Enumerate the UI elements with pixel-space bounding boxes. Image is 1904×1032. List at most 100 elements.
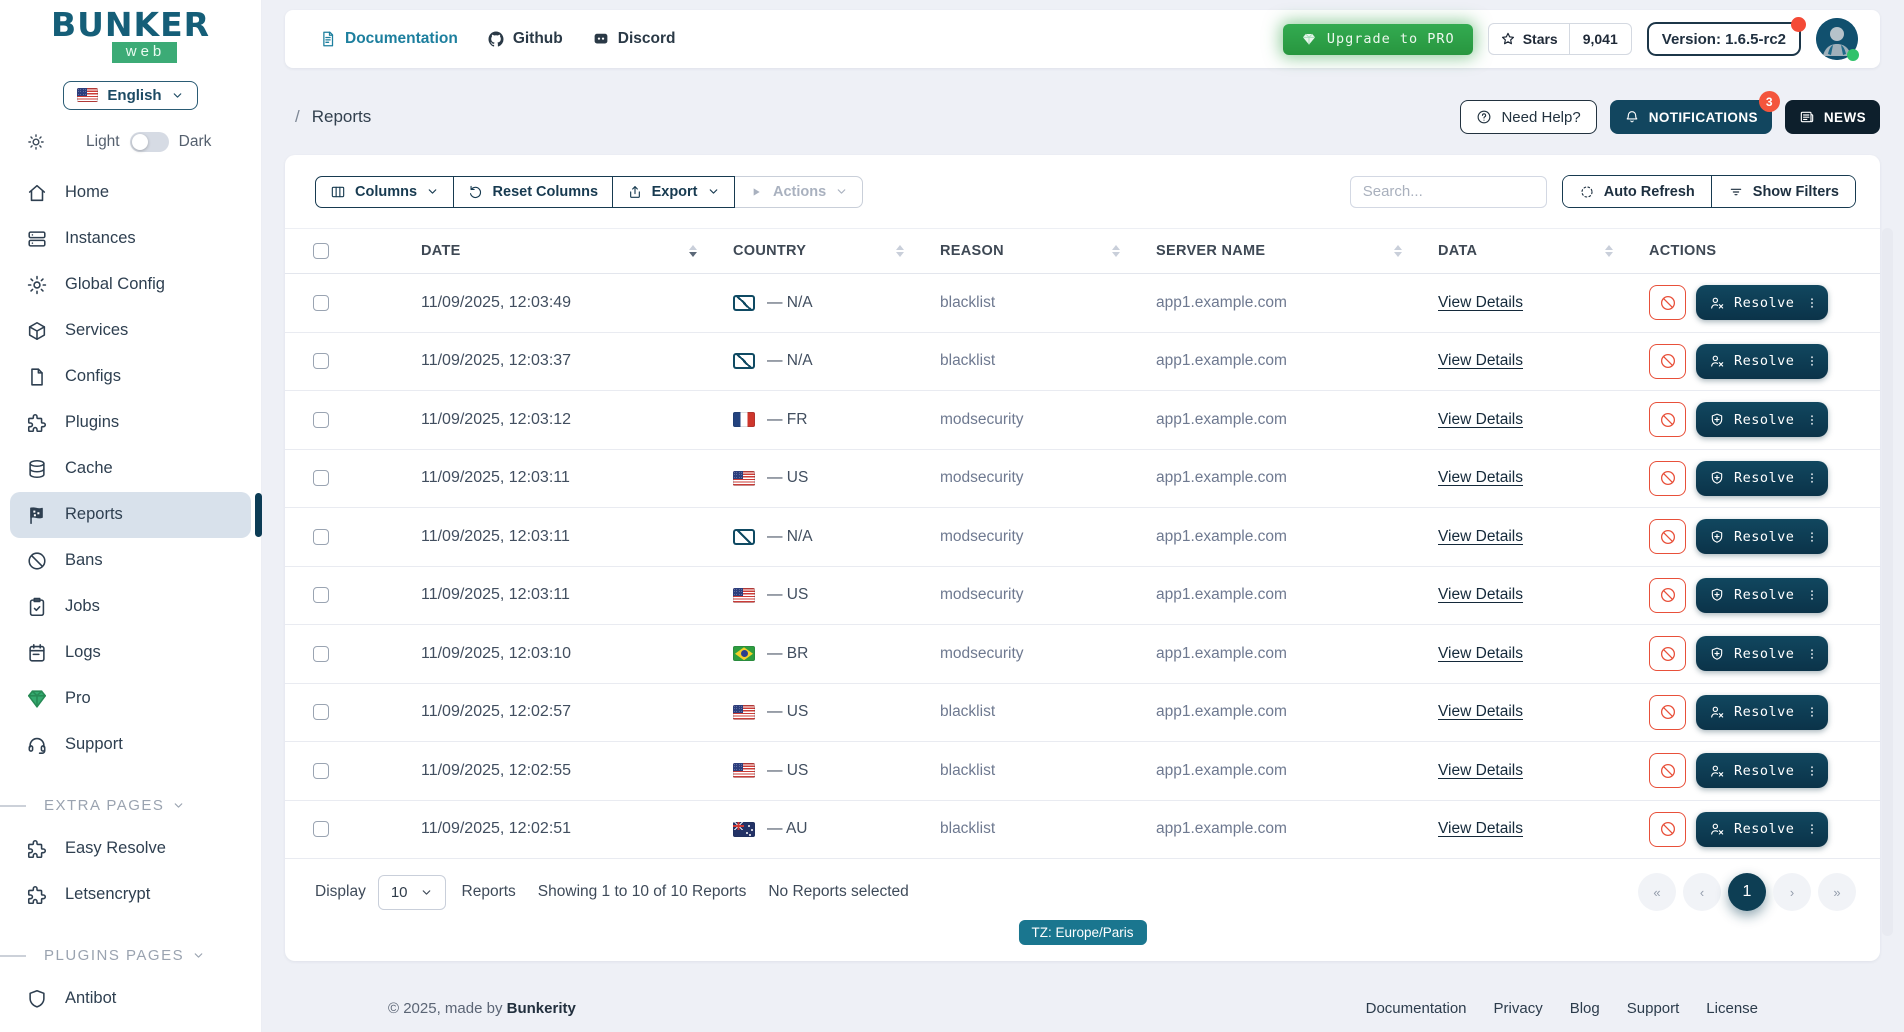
resolve-button[interactable]: Resolve (1696, 460, 1829, 496)
column-header-date[interactable]: DATE (369, 243, 733, 259)
footer-link-support[interactable]: Support (1626, 1000, 1680, 1017)
reset-columns-button[interactable]: Reset Columns (452, 175, 614, 208)
sidebar-item-services[interactable]: Services (10, 308, 251, 354)
sidebar-item-logs[interactable]: Logs (10, 630, 251, 676)
kebab-menu-icon[interactable] (1805, 704, 1819, 720)
breadcrumb-page[interactable]: Reports (311, 107, 372, 126)
ban-button[interactable] (1649, 402, 1686, 438)
resolve-button[interactable]: Resolve (1696, 753, 1829, 789)
github-stars-button[interactable]: Stars 9,041 (1487, 23, 1632, 55)
resolve-button[interactable]: Resolve (1696, 285, 1829, 321)
per-page-select[interactable]: 10 (377, 874, 446, 910)
sidebar-item-bans[interactable]: Bans (10, 538, 251, 584)
ban-button[interactable] (1649, 811, 1686, 847)
sidebar-item-reports[interactable]: Reports (10, 491, 262, 538)
kebab-menu-icon[interactable] (1805, 821, 1819, 837)
column-header-data[interactable]: DATA (1438, 243, 1649, 259)
sidebar-section-header[interactable]: PLUGINS PAGES (0, 944, 261, 968)
row-checkbox[interactable] (313, 411, 329, 428)
sidebar-item-cache[interactable]: Cache (10, 446, 251, 492)
kebab-menu-icon[interactable] (1805, 587, 1819, 603)
kebab-menu-icon[interactable] (1805, 763, 1819, 779)
row-checkbox[interactable] (313, 470, 329, 487)
ban-button[interactable] (1649, 519, 1686, 555)
sidebar-item-letsencrypt[interactable]: Letsencrypt (10, 872, 251, 918)
view-details-link[interactable]: View Details (1438, 820, 1524, 838)
view-details-link[interactable]: View Details (1438, 761, 1524, 779)
ban-button[interactable] (1649, 460, 1686, 496)
row-checkbox[interactable] (313, 704, 329, 721)
sort-arrows-icon[interactable] (1112, 245, 1120, 257)
theme-toggle[interactable] (129, 131, 169, 152)
ban-button[interactable] (1649, 753, 1686, 789)
ban-button[interactable] (1649, 577, 1686, 613)
scrollbar[interactable] (1882, 228, 1893, 936)
resolve-button[interactable]: Resolve (1696, 694, 1829, 730)
footer-link-privacy[interactable]: Privacy (1493, 1000, 1543, 1017)
user-avatar[interactable] (1816, 18, 1859, 61)
row-checkbox[interactable] (313, 645, 329, 662)
view-details-link[interactable]: View Details (1438, 469, 1524, 487)
view-details-link[interactable]: View Details (1438, 586, 1524, 604)
sidebar-item-configs[interactable]: Configs (10, 354, 251, 400)
pagination-button[interactable]: › (1773, 873, 1811, 911)
footer-link-license[interactable]: License (1706, 1000, 1758, 1017)
kebab-menu-icon[interactable] (1805, 353, 1819, 369)
sort-arrows-icon[interactable] (896, 245, 904, 257)
footer-link-blog[interactable]: Blog (1569, 1000, 1600, 1017)
sidebar-section-header[interactable]: EXTRA PAGES (0, 794, 261, 818)
kebab-menu-icon[interactable] (1805, 412, 1819, 428)
column-header-server-name[interactable]: SERVER NAME (1156, 243, 1438, 259)
sidebar-item-global-config[interactable]: Global Config (10, 262, 251, 308)
view-details-link[interactable]: View Details (1438, 410, 1524, 428)
column-header-country[interactable]: COUNTRY (733, 243, 940, 259)
row-checkbox[interactable] (313, 353, 329, 370)
ban-button[interactable] (1649, 285, 1686, 321)
ban-button[interactable] (1649, 343, 1686, 379)
sidebar-item-antibot[interactable]: Antibot (10, 976, 251, 1022)
row-checkbox[interactable] (313, 821, 329, 838)
actions-button[interactable]: Actions (733, 175, 864, 208)
kebab-menu-icon[interactable] (1805, 470, 1819, 486)
column-header-reason[interactable]: REASON (940, 243, 1156, 259)
search-input[interactable] (1349, 175, 1547, 208)
select-all-checkbox[interactable] (313, 243, 329, 259)
column-header-actions[interactable]: ACTIONS (1649, 243, 1856, 259)
sort-arrows-icon[interactable] (1605, 245, 1613, 257)
auto-refresh-button[interactable]: Auto Refresh (1562, 176, 1711, 207)
row-checkbox[interactable] (313, 528, 329, 545)
columns-button[interactable]: Columns (315, 175, 455, 208)
view-details-link[interactable]: View Details (1438, 352, 1524, 370)
ban-button[interactable] (1649, 636, 1686, 672)
upgrade-to-pro-button[interactable]: Upgrade to PRO (1282, 23, 1473, 55)
pagination-page-current[interactable]: 1 (1728, 873, 1766, 911)
sidebar-item-home[interactable]: Home (10, 170, 251, 216)
view-details-link[interactable]: View Details (1438, 644, 1524, 662)
notifications-button[interactable]: NOTIFICATIONS 3 (1609, 91, 1780, 134)
sidebar-item-pro[interactable]: Pro (10, 676, 251, 722)
pagination-button[interactable]: « (1638, 873, 1676, 911)
sidebar-item-jobs[interactable]: Jobs (10, 584, 251, 630)
resolve-button[interactable]: Resolve (1696, 577, 1829, 613)
kebab-menu-icon[interactable] (1805, 529, 1819, 545)
sort-arrows-icon[interactable] (1394, 245, 1402, 257)
resolve-button[interactable]: Resolve (1696, 402, 1829, 438)
footer-link-documentation[interactable]: Documentation (1365, 1000, 1467, 1017)
pagination-button[interactable]: ‹ (1683, 873, 1721, 911)
version-badge[interactable]: Version: 1.6.5-rc2 (1646, 17, 1806, 56)
kebab-menu-icon[interactable] (1805, 646, 1819, 662)
brand-link[interactable]: Bunkerity (506, 1000, 576, 1017)
header-link-documentation[interactable]: Documentation (319, 30, 458, 48)
header-link-discord[interactable]: Discord (592, 30, 675, 48)
resolve-button[interactable]: Resolve (1696, 343, 1829, 379)
sidebar-item-plugins[interactable]: Plugins (10, 400, 251, 446)
view-details-link[interactable]: View Details (1438, 293, 1524, 311)
resolve-button[interactable]: Resolve (1696, 519, 1829, 555)
pagination-button[interactable]: » (1818, 873, 1856, 911)
view-details-link[interactable]: View Details (1438, 527, 1524, 545)
resolve-button[interactable]: Resolve (1696, 636, 1829, 672)
row-checkbox[interactable] (313, 762, 329, 779)
need-help-button[interactable]: Need Help? (1460, 100, 1597, 134)
resolve-button[interactable]: Resolve (1696, 811, 1829, 847)
sidebar-item-support[interactable]: Support (10, 722, 251, 768)
